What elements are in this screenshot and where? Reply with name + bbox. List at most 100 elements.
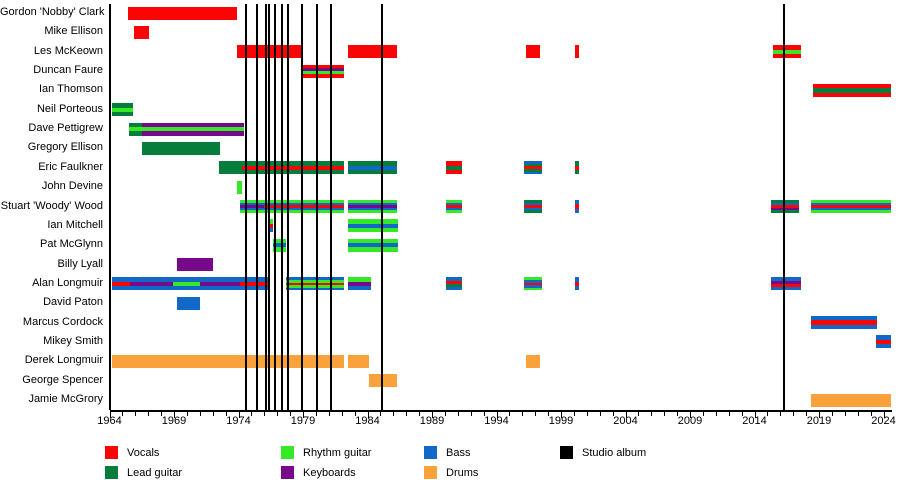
tick-label: 1969 xyxy=(161,415,187,427)
member-label: Ian Thomson xyxy=(38,83,103,96)
role-stripe-vocals xyxy=(446,205,462,208)
minor-tick xyxy=(290,412,292,416)
role-stripe-drums xyxy=(811,393,891,407)
role-stripe-lead_guitar xyxy=(142,141,221,155)
role-stripe-lead_guitar xyxy=(524,169,543,172)
legend-label: Vocals xyxy=(127,446,160,459)
role-stripe-bass xyxy=(875,344,891,349)
role-stripe-lead_guitar xyxy=(446,283,462,288)
role-stripe-lead_guitar xyxy=(241,161,344,166)
role-stripe-lead_guitar xyxy=(348,161,398,166)
role-stripe-bass xyxy=(200,286,241,291)
minor-tick xyxy=(573,412,575,416)
minor-tick xyxy=(857,412,859,416)
role-stripe-rhythm_guitar xyxy=(273,238,286,244)
role-stripe-rhythm_guitar xyxy=(772,49,801,54)
role-stripe-rhythm_guitar xyxy=(348,247,398,252)
studio-album-line xyxy=(782,4,785,410)
timeline-bar xyxy=(176,258,214,272)
role-stripe-rhythm_guitar xyxy=(810,200,891,203)
studio-album-line xyxy=(380,4,383,410)
role-stripe-vocals xyxy=(241,165,344,170)
minor-tick xyxy=(522,412,524,416)
minor-tick xyxy=(677,412,679,416)
member-label: Stuart 'Woody' Wood xyxy=(0,199,103,212)
studio-album-line xyxy=(286,4,289,410)
role-stripe-drums xyxy=(112,354,344,368)
major-tick xyxy=(625,412,627,418)
timeline-bar xyxy=(446,200,462,213)
minor-tick xyxy=(251,412,253,416)
timeline-bar xyxy=(112,354,344,368)
minor-tick xyxy=(509,412,511,416)
role-stripe-bass xyxy=(524,207,543,211)
minor-tick xyxy=(638,412,640,416)
timeline-bar xyxy=(218,161,242,175)
role-stripe-vocals xyxy=(524,166,543,170)
member-label: Neil Porteous xyxy=(36,102,103,115)
timeline-bar xyxy=(129,122,142,136)
role-stripe-lead_guitar xyxy=(129,122,142,127)
role-stripe-bass xyxy=(240,286,269,291)
role-stripe-vocals xyxy=(575,204,580,209)
timeline-bar xyxy=(348,219,398,233)
tick-label: 1994 xyxy=(484,415,509,427)
tick-label: 1984 xyxy=(355,415,380,427)
timeline-bar xyxy=(264,200,344,213)
role-stripe-lead_guitar xyxy=(524,200,543,203)
tick-label: 2019 xyxy=(806,415,832,427)
legend-label: Studio album xyxy=(582,446,647,459)
role-stripe-vocals xyxy=(811,320,878,325)
timeline-bar xyxy=(524,200,543,213)
role-stripe-bass xyxy=(770,287,801,291)
timeline-bar xyxy=(200,277,241,291)
minor-tick xyxy=(444,412,446,416)
timeline-bar xyxy=(127,6,238,20)
role-stripe-vocals xyxy=(134,25,150,39)
role-stripe-bass xyxy=(875,335,891,340)
timeline-bar xyxy=(134,25,150,39)
role-stripe-lead_guitar xyxy=(524,210,543,213)
role-stripe-bass xyxy=(112,286,131,291)
role-stripe-bass xyxy=(348,243,398,248)
role-stripe-rhythm_guitar xyxy=(348,219,398,224)
timeline-bar xyxy=(112,277,131,291)
role-stripe-vocals xyxy=(575,165,580,170)
member-label: Gordon 'Nobby' Clark xyxy=(0,6,105,18)
role-stripe-lead_guitar xyxy=(575,169,580,175)
major-tick xyxy=(109,412,111,418)
timeline-bar xyxy=(240,277,269,291)
studio-album-line xyxy=(315,4,318,410)
role-stripe-bass xyxy=(446,202,462,206)
legend-swatch-drums xyxy=(424,466,437,479)
timeline-bar xyxy=(524,277,543,291)
legend-swatch-keyboards xyxy=(281,466,294,479)
major-tick xyxy=(432,412,433,418)
member-label: Les McKeown xyxy=(33,44,103,57)
member-label: Derek Longmuir xyxy=(24,354,103,367)
minor-tick xyxy=(135,412,137,416)
role-stripe-keyboards xyxy=(130,281,173,287)
timeline-bar xyxy=(176,296,201,310)
legend-swatch-studio_album xyxy=(560,446,573,459)
studio-album-line xyxy=(330,4,333,410)
minor-tick xyxy=(277,412,279,416)
role-stripe-vocals xyxy=(875,339,891,345)
timeline-bar xyxy=(525,354,540,368)
member-label: Mike Ellison xyxy=(44,25,103,38)
timeline-bar xyxy=(348,200,398,213)
role-stripe-bass xyxy=(348,286,371,291)
role-stripe-lead_guitar xyxy=(348,169,398,175)
role-stripe-rhythm_guitar xyxy=(446,210,462,213)
minor-tick xyxy=(148,412,150,416)
major-tick xyxy=(496,412,498,418)
member-label: Gregory Ellison xyxy=(27,141,103,154)
role-stripe-bass xyxy=(348,165,398,170)
role-stripe-vocals xyxy=(771,205,799,208)
role-stripe-bass xyxy=(273,243,286,248)
timeline-bar xyxy=(811,393,891,407)
tick-label: 1999 xyxy=(548,415,574,427)
timeline-bar xyxy=(446,161,462,175)
timeline-bar xyxy=(771,200,799,213)
minor-tick xyxy=(354,412,356,416)
